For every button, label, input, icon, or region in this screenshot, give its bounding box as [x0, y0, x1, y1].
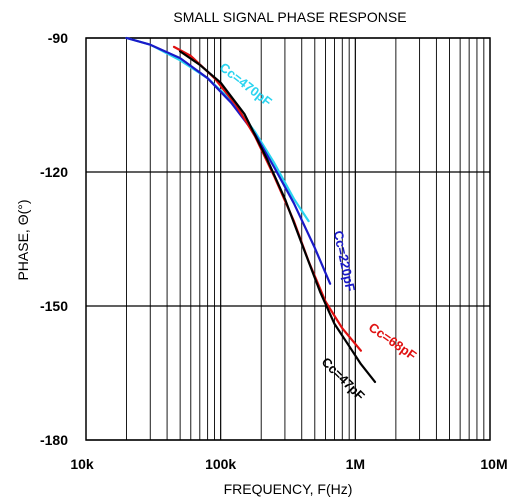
y-tick-label: -180 — [40, 432, 68, 448]
chart-title: SMALL SIGNAL PHASE RESPONSE — [173, 9, 406, 25]
plot-frame — [85, 37, 491, 441]
series-label-cc-470pf: Cc=470pF — [217, 60, 275, 110]
x-tick-label: 10k — [70, 456, 94, 472]
grid — [86, 37, 490, 441]
y-tick-label: -90 — [48, 30, 68, 46]
x-axis-label: FREQUENCY, F(Hz) — [224, 481, 353, 497]
y-tick-labels: -90 -120 -150 -180 — [40, 30, 68, 448]
x-tick-label: 10M — [480, 456, 507, 472]
x-tick-labels: 10k 100k 1M 10M — [70, 456, 507, 472]
y-tick-label: -120 — [40, 164, 68, 180]
x-tick-label: 100k — [205, 456, 236, 472]
series-label-cc-68pf: Cc=68pF — [366, 320, 419, 364]
series-line-cc-47pf — [179, 50, 377, 383]
y-axis-label: PHASE, Θ(°) — [15, 199, 31, 280]
x-tick-label: 1M — [346, 456, 365, 472]
y-tick-label: -150 — [40, 298, 68, 314]
